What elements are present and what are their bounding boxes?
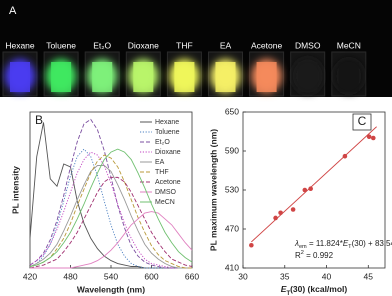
solvent-label: EA	[220, 40, 232, 50]
panel-label: B	[35, 113, 43, 127]
x-tick-label: 420	[23, 271, 37, 281]
x-tick-label: 35	[280, 271, 290, 281]
vial-glow-core	[174, 62, 195, 92]
data-point	[302, 187, 308, 193]
data-point	[308, 186, 313, 191]
x-tick-label: 30	[238, 271, 248, 281]
series-line	[29, 148, 193, 267]
series-line	[29, 154, 192, 269]
solvent-label: THF	[176, 40, 193, 50]
solvent-label: DMSO	[295, 40, 321, 50]
panel-label: C	[358, 114, 367, 128]
x-tick-label: 40	[322, 271, 332, 281]
x-tick-label: 540	[104, 271, 118, 281]
panel-label: A	[9, 5, 17, 17]
vial-glow-core	[215, 62, 236, 92]
y-axis-label: PL intensity	[10, 166, 20, 214]
x-tick-label: 45	[364, 271, 374, 281]
fit-r2-part: 2	[301, 250, 304, 256]
fit-r2-part: = 0.992	[304, 251, 334, 260]
fit-equation-part: T	[348, 244, 352, 250]
y-tick-label: 590	[225, 145, 239, 155]
series-line	[29, 148, 192, 269]
legend-label: MeCN	[155, 199, 175, 206]
fit-equation-part: em	[299, 244, 307, 250]
data-point	[290, 207, 296, 212]
solvent-label: Hexane	[5, 40, 35, 50]
fit-r2-part: R	[295, 251, 301, 260]
data-point	[249, 242, 254, 248]
data-point	[278, 210, 283, 216]
vial-glow-core	[297, 62, 318, 92]
vial-glow-core	[256, 62, 277, 92]
series-line	[29, 165, 192, 269]
x-axis-label-part: (30) (kcal/mol)	[290, 284, 347, 294]
y-tick-label: 530	[225, 184, 239, 194]
fit-equation-part: = 11.824*	[307, 239, 343, 248]
solvent-label: MeCN	[337, 40, 361, 50]
y-tick-label: 410	[225, 262, 239, 272]
legend-label: THF	[155, 169, 169, 176]
fit-equation-part: (30) + 83.54	[352, 239, 392, 248]
legend-label: Et₂O	[155, 139, 170, 146]
data-point	[371, 135, 376, 141]
data-point	[273, 215, 278, 221]
x-axis-label: Wavelength (nm)	[77, 284, 145, 294]
x-tick-label: 660	[185, 271, 199, 281]
fit-line	[251, 126, 377, 243]
legend-label: EA	[155, 159, 165, 166]
y-axis-label: PL maximum wavelength (nm)	[208, 129, 218, 251]
vial-glow-core	[10, 62, 30, 92]
legend-label: Toluene	[155, 129, 180, 136]
data-point	[366, 134, 372, 139]
vial-glow-core	[92, 62, 113, 92]
solvent-label: Toluene	[46, 40, 76, 50]
x-tick-label: 480	[63, 271, 77, 281]
x-axis-label: ET(30) (kcal/mol)	[281, 284, 348, 296]
vial-glow-core	[338, 62, 359, 92]
solvent-label: Et₂O	[93, 40, 111, 50]
legend-label: DMSO	[155, 189, 177, 196]
legend-label: Hexane	[155, 119, 179, 126]
x-tick-label: 600	[144, 271, 158, 281]
legend-label: Acetone	[155, 179, 181, 186]
solvent-label: Acetone	[251, 40, 282, 50]
series-line	[29, 151, 192, 269]
x-axis-label-part: E	[281, 284, 287, 294]
data-point	[342, 153, 348, 159]
x-axis-label-part: T	[286, 291, 290, 296]
y-tick-label: 470	[225, 223, 239, 233]
solvent-label: Dioxane	[128, 40, 159, 50]
vial-glow-core	[133, 62, 154, 92]
fit-equation-part: E	[343, 239, 349, 248]
fit-r2: R2 = 0.992	[295, 250, 334, 260]
series-line	[30, 211, 193, 269]
series-line	[29, 176, 193, 269]
panel-label-box	[352, 113, 372, 131]
fit-equation-part: λ	[294, 239, 299, 248]
y-tick-label: 650	[225, 106, 239, 116]
fit-equation: λem = 11.824*ET(30) + 83.54	[294, 239, 392, 250]
vial-glow-core	[51, 62, 72, 92]
legend-label: Dioxane	[155, 149, 181, 156]
